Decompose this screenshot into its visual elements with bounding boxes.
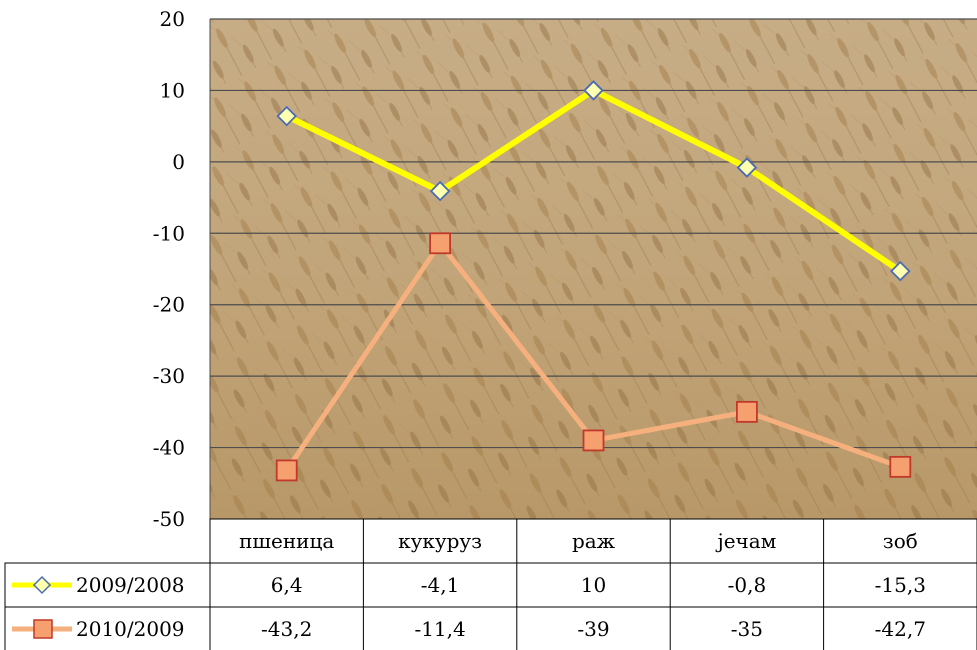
y-tick-label: 10 (160, 78, 185, 102)
y-tick-label: 20 (160, 7, 185, 31)
data-point-square (275, 459, 298, 482)
table-value-cell: -35 (731, 617, 763, 641)
series-lines (275, 80, 912, 482)
category-label: јечам (716, 529, 777, 553)
y-tick-label: -30 (153, 364, 185, 388)
table-value-cell: -39 (577, 617, 609, 641)
table-value-cell: 10 (581, 573, 606, 597)
data-point-square (582, 429, 605, 452)
table-value-cell: -42,7 (875, 617, 926, 641)
category-label: зоб (883, 529, 918, 553)
data-table: пшеница кукуруз раж јечам зоб 2009/2008 6,4 -4,… (4, 518, 977, 650)
y-tick-label: -10 (153, 221, 185, 245)
y-tick-label: -40 (153, 436, 185, 460)
data-point-square (429, 232, 452, 255)
category-label: кукуруз (398, 529, 482, 553)
legend-marker-square (33, 619, 53, 639)
category-label: раж (572, 529, 616, 553)
table-value-cell: 6,4 (271, 573, 303, 597)
y-axis-ticks: 20 10 0 -10 -20 -30 -40 -50 (153, 7, 185, 531)
legend-series-name: 2010/2009 (76, 617, 185, 641)
legend-series-name: 2009/2008 (76, 573, 185, 597)
table-value-cell: -0,8 (728, 573, 767, 597)
y-tick-label: -20 (153, 293, 185, 317)
table-row (4, 606, 977, 650)
data-point-diamond (583, 80, 604, 101)
data-point-diamond (276, 105, 297, 127)
data-point-square (889, 455, 912, 478)
category-label: пшеница (239, 529, 334, 553)
plot-area (210, 19, 977, 519)
y-tick-label: -50 (153, 507, 185, 531)
table-value-cell: -11,4 (414, 617, 465, 641)
data-point-square (736, 400, 758, 423)
data-point-diamond (890, 260, 911, 282)
data-point-diamond (429, 180, 451, 202)
table-value-cell: -43,2 (261, 617, 312, 641)
y-tick-label: 0 (172, 150, 185, 174)
table-value-cell: -15,3 (875, 573, 926, 597)
table-value-cell: -4,1 (421, 573, 460, 597)
legend-marker-diamond (32, 575, 52, 595)
data-point-diamond (736, 157, 758, 178)
